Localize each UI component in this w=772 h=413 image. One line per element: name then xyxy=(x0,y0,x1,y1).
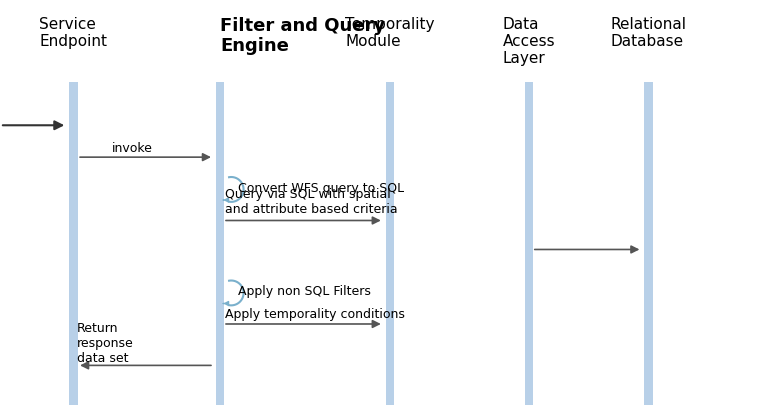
FancyBboxPatch shape xyxy=(525,83,533,405)
FancyBboxPatch shape xyxy=(386,83,394,405)
FancyBboxPatch shape xyxy=(215,83,224,405)
Text: Service
Endpoint: Service Endpoint xyxy=(39,17,107,49)
FancyBboxPatch shape xyxy=(69,83,77,405)
Text: Relational
Database: Relational Database xyxy=(611,17,686,49)
Text: Query via SQL with spatial
and attribute based criteria: Query via SQL with spatial and attribute… xyxy=(225,188,398,216)
FancyBboxPatch shape xyxy=(645,83,653,405)
Text: Apply temporality conditions: Apply temporality conditions xyxy=(225,308,405,320)
Text: Data
Access
Layer: Data Access Layer xyxy=(503,17,555,66)
Text: Convert WFS query to SQL: Convert WFS query to SQL xyxy=(238,181,404,195)
Text: invoke: invoke xyxy=(112,142,153,155)
Text: Apply non SQL Filters: Apply non SQL Filters xyxy=(238,285,371,298)
Text: Return
response
data set: Return response data set xyxy=(77,321,134,364)
Text: Filter and Query
Engine: Filter and Query Engine xyxy=(220,17,385,55)
Text: Temporality
Module: Temporality Module xyxy=(345,17,435,49)
